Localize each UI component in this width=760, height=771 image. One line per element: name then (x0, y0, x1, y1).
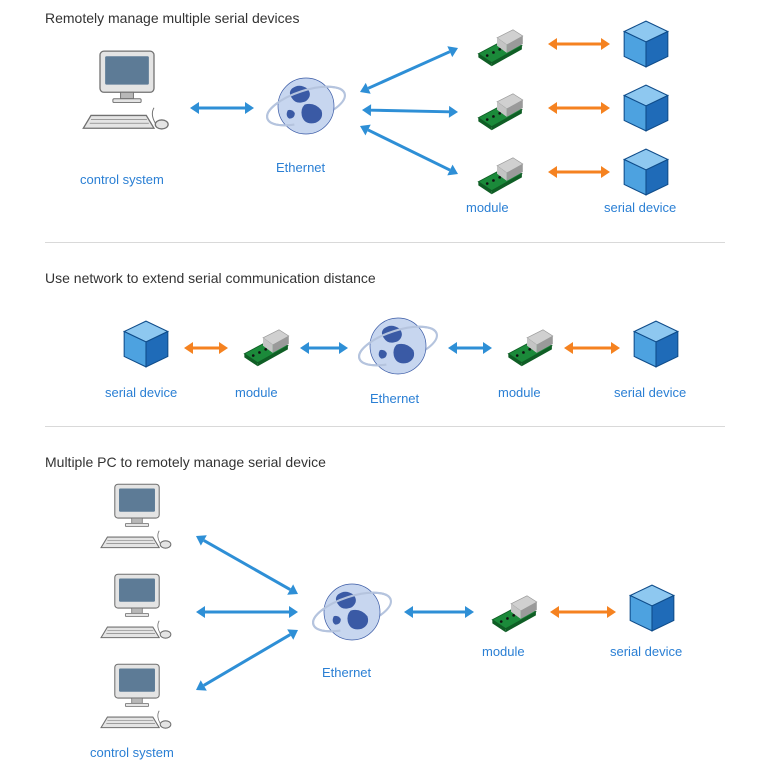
serial-device-icon (120, 318, 172, 370)
serial-device-icon (626, 582, 678, 634)
bidir-arrow-icon (184, 618, 310, 702)
section-title: Remotely manage multiple serial devices (45, 10, 299, 26)
bidir-arrow-icon (172, 336, 240, 360)
node-label: control system (90, 745, 174, 760)
bidir-arrow-icon (288, 336, 360, 360)
bidir-arrow-icon (348, 36, 470, 104)
node-label: Ethernet (276, 160, 325, 175)
serial-device-icon (620, 146, 672, 198)
computer-icon (100, 480, 174, 554)
module-icon (470, 28, 524, 68)
node-label: serial device (610, 644, 682, 659)
section-title: Multiple PC to remotely manage serial de… (45, 454, 326, 470)
module-icon (470, 156, 524, 196)
section-divider (45, 242, 725, 243)
section-title: Use network to extend serial communicati… (45, 270, 376, 286)
node-label: Ethernet (370, 391, 419, 406)
serial-device-icon (620, 18, 672, 70)
node-label: serial device (614, 385, 686, 400)
bidir-arrow-icon (178, 96, 266, 120)
ethernet-globe-icon (356, 304, 440, 388)
module-icon (484, 594, 538, 634)
computer-icon (100, 570, 174, 644)
node-label: control system (80, 172, 164, 187)
serial-device-icon (630, 318, 682, 370)
bidir-arrow-icon (436, 336, 504, 360)
bidir-arrow-icon (392, 600, 486, 624)
node-label: module (482, 644, 525, 659)
node-label: serial device (105, 385, 177, 400)
bidir-arrow-icon (184, 524, 310, 606)
node-label: module (235, 385, 278, 400)
bidir-arrow-icon (552, 336, 632, 360)
node-label: serial device (604, 200, 676, 215)
serial-device-icon (620, 82, 672, 134)
ethernet-globe-icon (264, 64, 348, 148)
node-label: module (498, 385, 541, 400)
computer-icon (82, 46, 172, 136)
ethernet-globe-icon (310, 570, 394, 654)
computer-icon (100, 660, 174, 734)
node-label: Ethernet (322, 665, 371, 680)
bidir-arrow-icon (538, 600, 628, 624)
bidir-arrow-icon (536, 96, 622, 120)
module-icon (236, 328, 290, 368)
module-icon (470, 92, 524, 132)
section-divider (45, 426, 725, 427)
node-label: module (466, 200, 509, 215)
bidir-arrow-icon (536, 32, 622, 56)
bidir-arrow-icon (536, 160, 622, 184)
module-icon (500, 328, 554, 368)
bidir-arrow-icon (348, 114, 470, 186)
